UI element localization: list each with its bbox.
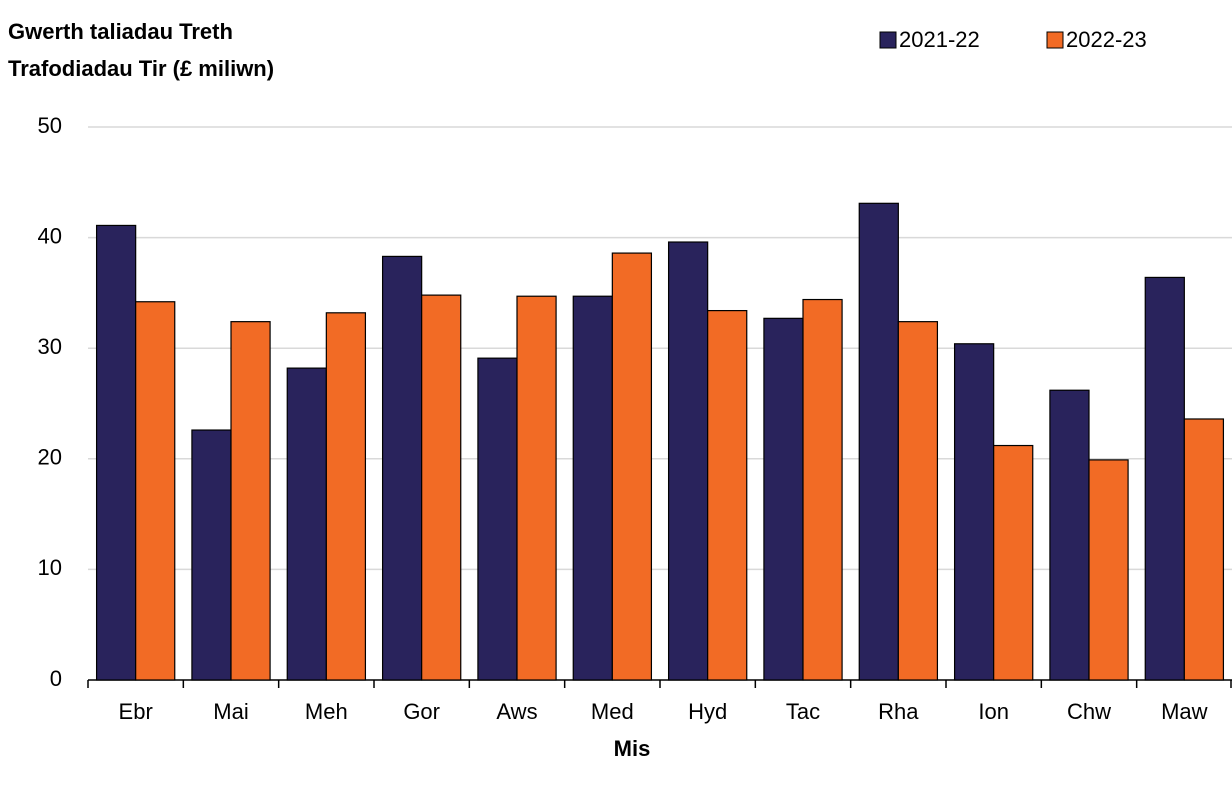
x-tick-label: Hyd: [688, 699, 727, 724]
x-tick-label: Aws: [496, 699, 537, 724]
chart-title-line: Gwerth taliadau Treth: [8, 19, 233, 44]
bar: [135, 301, 176, 681]
bar: [802, 298, 843, 681]
bar: [230, 321, 271, 681]
bar: [763, 317, 804, 681]
bar: [477, 357, 518, 681]
y-tick-label: 10: [38, 555, 62, 580]
x-tick-label: Gor: [403, 699, 440, 724]
bar: [1183, 418, 1225, 681]
bar: [953, 343, 995, 681]
bar: [286, 367, 327, 681]
bar: [1144, 276, 1185, 681]
bar: [1049, 389, 1090, 681]
bar: [191, 429, 232, 681]
bar: [993, 444, 1034, 681]
bar: [1088, 459, 1129, 681]
bar: [95, 224, 137, 681]
y-tick-label: 50: [38, 113, 62, 138]
bar: [667, 241, 709, 681]
bar: [897, 321, 939, 681]
legend-swatch: [1046, 31, 1064, 49]
bar: [516, 295, 557, 681]
x-tick-label: Tac: [786, 699, 820, 724]
x-tick-label: Med: [591, 699, 634, 724]
bar: [707, 309, 748, 681]
x-axis-label: Mis: [614, 736, 651, 761]
x-tick-label: Ion: [978, 699, 1009, 724]
legend-swatch: [879, 31, 897, 49]
bar: [858, 202, 899, 681]
y-tick-label: 40: [38, 223, 62, 248]
chart-title-line: Trafodiadau Tir (£ miliwn): [8, 56, 274, 81]
bar: [611, 252, 653, 681]
y-tick-label: 20: [38, 445, 62, 470]
x-tick-label: Rha: [878, 699, 919, 724]
x-tick-label: Mai: [213, 699, 248, 724]
bar: [572, 295, 613, 681]
y-tick-label: 0: [50, 666, 62, 691]
bar: [325, 312, 367, 681]
legend-label: 2021-22: [899, 27, 980, 52]
x-tick-label: Chw: [1067, 699, 1111, 724]
x-tick-label: Maw: [1161, 699, 1208, 724]
legend-label: 2022-23: [1066, 27, 1147, 52]
y-tick-label: 30: [38, 334, 62, 359]
bar: [421, 294, 462, 681]
x-tick-label: Meh: [305, 699, 348, 724]
x-tick-label: Ebr: [119, 699, 153, 724]
bar: [381, 255, 423, 681]
